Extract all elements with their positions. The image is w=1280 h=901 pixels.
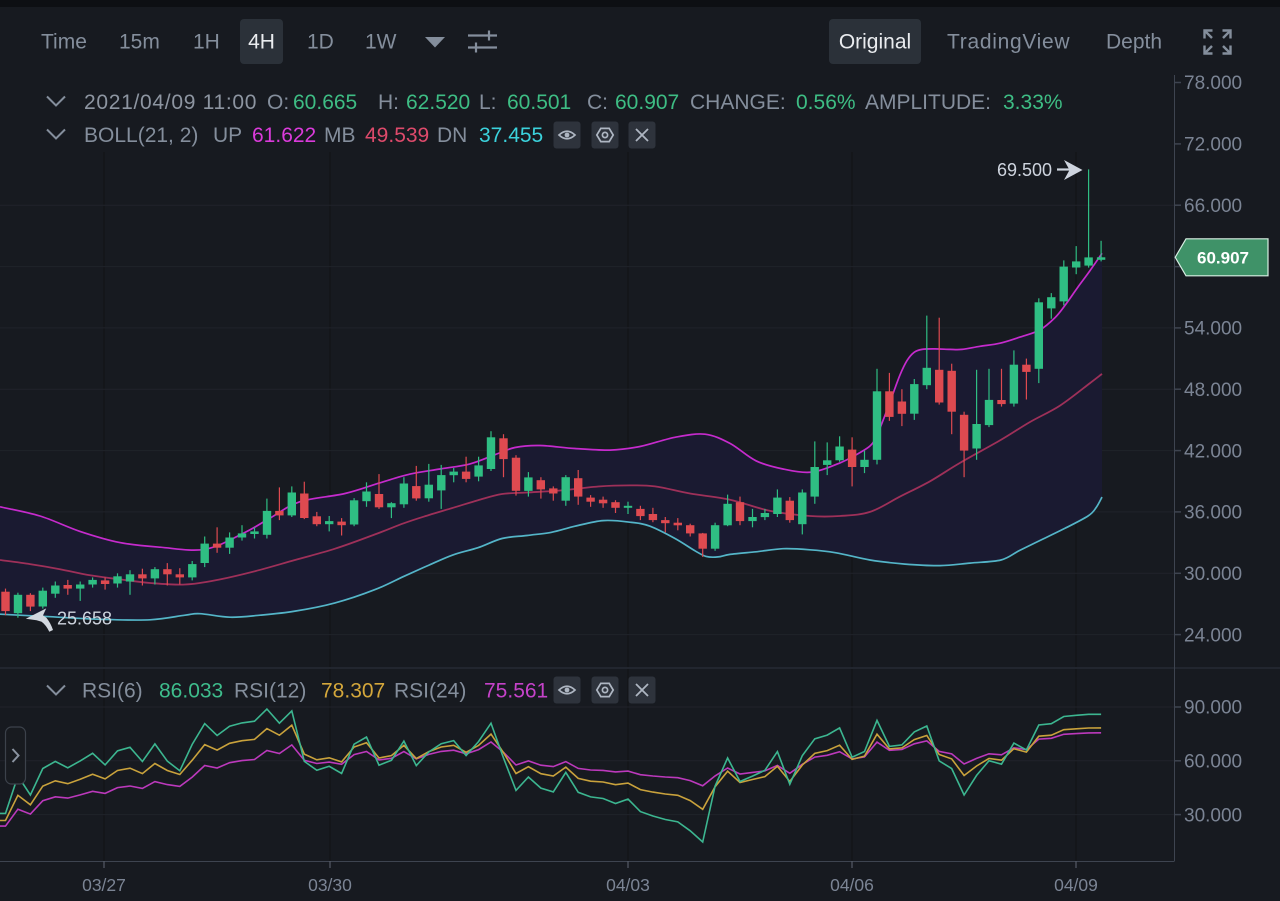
svg-text:H:: H: xyxy=(378,91,399,114)
svg-text:C:: C: xyxy=(587,91,608,114)
svg-text:49.539: 49.539 xyxy=(365,124,429,147)
svg-text:04/06: 04/06 xyxy=(830,875,874,895)
svg-text:RSI(24): RSI(24) xyxy=(394,680,466,703)
svg-text:L:: L: xyxy=(479,91,497,114)
svg-text:0.56%: 0.56% xyxy=(796,91,856,114)
svg-text:MB: MB xyxy=(324,124,356,147)
svg-text:2021/04/09 11:00: 2021/04/09 11:00 xyxy=(84,91,257,114)
svg-text:86.033: 86.033 xyxy=(159,680,223,703)
svg-text:RSI(12): RSI(12) xyxy=(234,680,306,703)
svg-text:60.665: 60.665 xyxy=(293,91,357,114)
svg-text:72.000: 72.000 xyxy=(1184,135,1242,156)
svg-text:04/09: 04/09 xyxy=(1054,875,1098,895)
svg-text:54.000: 54.000 xyxy=(1184,319,1242,340)
svg-text:90.000: 90.000 xyxy=(1184,698,1242,719)
svg-text:60.907: 60.907 xyxy=(1197,248,1249,267)
svg-text:4H: 4H xyxy=(248,31,275,54)
svg-text:15m: 15m xyxy=(119,31,160,54)
svg-text:1H: 1H xyxy=(193,31,220,54)
svg-text:CHANGE:: CHANGE: xyxy=(690,91,786,114)
svg-text:30.000: 30.000 xyxy=(1184,564,1242,585)
svg-text:61.622: 61.622 xyxy=(252,124,316,147)
svg-text:BOLL(21, 2): BOLL(21, 2) xyxy=(84,124,198,147)
svg-text:25.658: 25.658 xyxy=(57,609,112,629)
svg-text:30.000: 30.000 xyxy=(1184,805,1242,826)
svg-text:TradingView: TradingView xyxy=(947,31,1070,54)
svg-text:AMPLITUDE:: AMPLITUDE: xyxy=(865,91,991,114)
svg-text:Depth: Depth xyxy=(1106,31,1162,54)
svg-text:60.501: 60.501 xyxy=(507,91,571,114)
svg-text:03/27: 03/27 xyxy=(82,875,126,895)
svg-text:36.000: 36.000 xyxy=(1184,503,1242,524)
svg-text:62.520: 62.520 xyxy=(406,91,470,114)
svg-text:DN: DN xyxy=(437,124,467,147)
svg-text:42.000: 42.000 xyxy=(1184,441,1242,462)
svg-text:1W: 1W xyxy=(365,31,397,54)
svg-text:48.000: 48.000 xyxy=(1184,380,1242,401)
svg-text:UP: UP xyxy=(213,124,242,147)
svg-text:03/30: 03/30 xyxy=(308,875,352,895)
svg-text:3.33%: 3.33% xyxy=(1003,91,1063,114)
svg-text:66.000: 66.000 xyxy=(1184,196,1242,217)
svg-text:1D: 1D xyxy=(307,31,334,54)
svg-text:75.561: 75.561 xyxy=(484,680,548,703)
svg-text:Original: Original xyxy=(839,31,911,54)
svg-text:04/03: 04/03 xyxy=(606,875,650,895)
svg-text:Time: Time xyxy=(41,31,87,54)
svg-text:37.455: 37.455 xyxy=(479,124,543,147)
svg-text:60.000: 60.000 xyxy=(1184,752,1242,773)
svg-text:69.500: 69.500 xyxy=(997,160,1052,180)
svg-text:O:: O: xyxy=(267,91,289,114)
svg-text:78.000: 78.000 xyxy=(1184,73,1242,94)
svg-text:78.307: 78.307 xyxy=(321,680,385,703)
svg-text:24.000: 24.000 xyxy=(1184,625,1242,646)
svg-text:RSI(6): RSI(6) xyxy=(82,680,143,703)
svg-text:60.907: 60.907 xyxy=(615,91,679,114)
